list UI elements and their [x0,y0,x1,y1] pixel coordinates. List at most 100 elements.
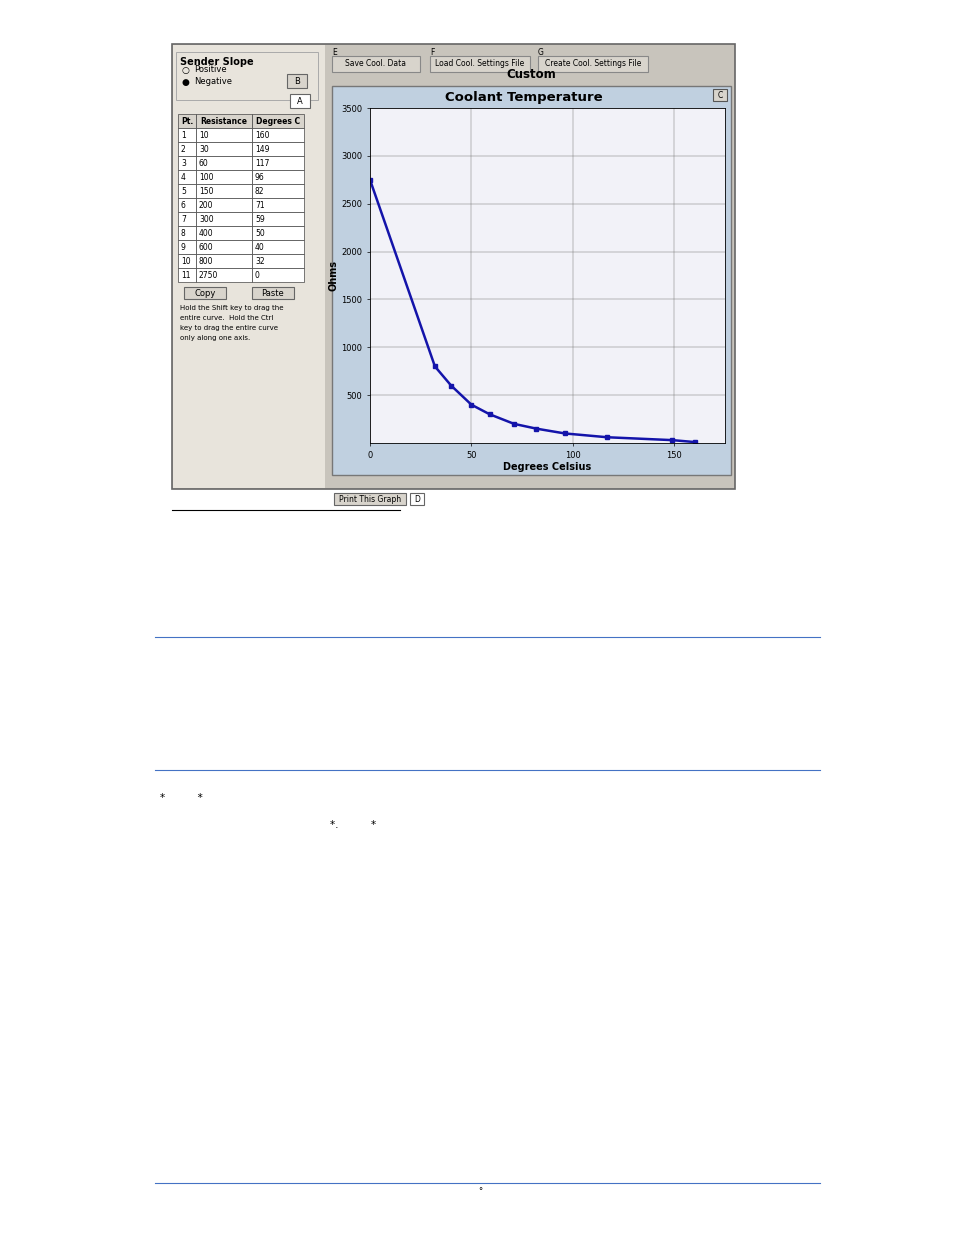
Text: 600: 600 [199,242,213,252]
Text: 11: 11 [181,270,191,279]
Bar [195,240,252,254]
Bar [252,240,304,254]
Bar [290,94,310,107]
Bar [195,128,252,142]
Bar [178,198,195,212]
Text: 400: 400 [199,228,213,237]
Text: 150: 150 [199,186,213,195]
Bar [252,128,304,142]
Bar [172,44,325,488]
Bar [252,212,304,226]
Text: Coolant Temperature: Coolant Temperature [444,91,601,104]
Bar [178,254,195,268]
Bar [178,156,195,170]
Bar [287,74,307,88]
Text: 0: 0 [254,270,259,279]
Bar [332,86,730,475]
Text: 4: 4 [181,173,186,182]
Text: Print This Graph: Print This Graph [338,494,400,504]
Text: ○: ○ [182,65,190,74]
Text: 300: 300 [199,215,213,224]
Text: Create Cool. Settings File: Create Cool. Settings File [544,59,640,68]
Text: Positive: Positive [193,65,227,74]
Bar [252,268,304,282]
X-axis label: Degrees Celsius: Degrees Celsius [503,462,591,473]
Text: entire curve.  Hold the Ctrl: entire curve. Hold the Ctrl [180,315,274,321]
Text: 9: 9 [181,242,186,252]
Bar [195,212,252,226]
Bar [178,184,195,198]
Text: Save Cool. Data: Save Cool. Data [345,59,406,68]
Bar [252,142,304,156]
Bar [252,254,304,268]
Bar [252,170,304,184]
Bar [334,493,406,505]
Bar [252,198,304,212]
Text: 40: 40 [254,242,265,252]
Text: only along one axis.: only along one axis. [180,335,250,341]
Bar [712,89,726,101]
Text: 160: 160 [254,131,269,140]
Text: 6: 6 [181,200,186,210]
Text: Hold the Shift key to drag the: Hold the Shift key to drag the [180,305,283,311]
Text: *.          *: *. * [330,820,375,830]
Bar [195,198,252,212]
Text: 100: 100 [199,173,213,182]
Bar [195,268,252,282]
Text: 800: 800 [199,257,213,266]
Text: Load Cool. Settings File: Load Cool. Settings File [435,59,524,68]
Y-axis label: Ohms: Ohms [328,261,338,291]
Bar [537,56,647,72]
Bar [195,254,252,268]
Text: 3: 3 [181,158,186,168]
Bar [410,493,423,505]
Text: 149: 149 [254,144,269,153]
Bar [332,56,419,72]
Text: Negative: Negative [193,78,232,86]
Text: 10: 10 [181,257,191,266]
Bar [195,184,252,198]
Text: Degrees C: Degrees C [255,116,300,126]
Text: 71: 71 [254,200,264,210]
Text: ●: ● [182,78,190,86]
Bar [178,226,195,240]
Text: 1: 1 [181,131,186,140]
Text: 30: 30 [199,144,209,153]
Bar [252,226,304,240]
Bar [195,156,252,170]
Bar [178,268,195,282]
Bar [178,212,195,226]
Bar [184,287,226,299]
Text: °: ° [477,1187,481,1195]
Text: C: C [717,90,721,100]
Text: 2: 2 [181,144,186,153]
Bar [252,184,304,198]
Text: Resistance: Resistance [200,116,247,126]
Text: *          *: * * [160,793,203,803]
Text: 59: 59 [254,215,265,224]
Bar [178,128,195,142]
Text: Custom: Custom [506,68,556,80]
Text: E: E [332,48,336,57]
Bar [172,44,734,489]
Bar [178,170,195,184]
Text: 7: 7 [181,215,186,224]
Bar [195,170,252,184]
Text: B: B [294,77,299,85]
Bar [195,142,252,156]
Text: Pt.: Pt. [181,116,193,126]
Bar [252,156,304,170]
Text: G: G [537,48,543,57]
Text: 10: 10 [199,131,209,140]
Text: 82: 82 [254,186,264,195]
Bar [430,56,530,72]
Text: 60: 60 [199,158,209,168]
Text: 117: 117 [254,158,269,168]
Bar [252,114,304,128]
Text: Sender Slope: Sender Slope [180,57,253,67]
Text: Copy: Copy [194,289,215,298]
Text: Paste: Paste [261,289,284,298]
Text: 200: 200 [199,200,213,210]
Bar [252,287,294,299]
Text: key to drag the entire curve: key to drag the entire curve [180,325,277,331]
